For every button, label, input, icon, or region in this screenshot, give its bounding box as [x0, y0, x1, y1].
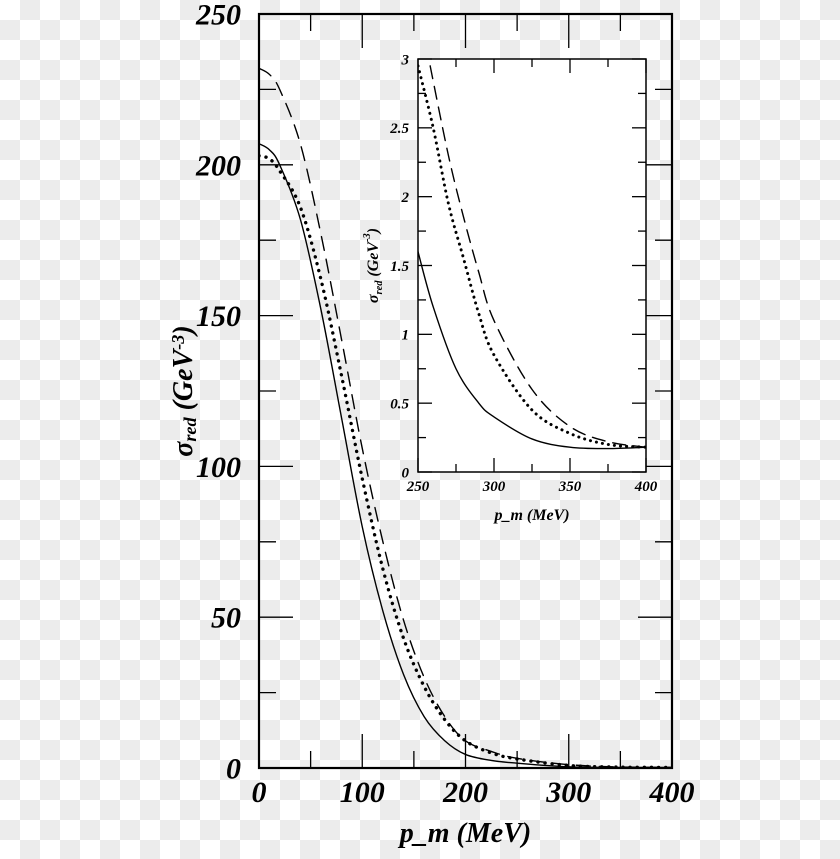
x-tick-label: 250: [406, 479, 430, 495]
series-dashed: [259, 67, 672, 768]
y-tick-label: 3: [401, 52, 410, 68]
y-axis-label: σred (GeV-3): [362, 228, 385, 303]
inset-chart: 250 300 350 400 0 0.5 1 1.5 2 2.5 3 p_m (MeV) σred (…: [362, 52, 658, 524]
x-tick-label: 300: [545, 776, 591, 809]
y-tick-label: 100: [196, 451, 241, 484]
x-tick-label: 200: [442, 776, 488, 809]
y-tick-label: 1: [402, 328, 410, 344]
series-dotted: [259, 154, 672, 768]
y-tick-label: 0: [402, 465, 410, 481]
plot-background: [418, 59, 646, 472]
main-chart: 0 100 200 300 400 0 50 100 150 200 250 p_m (MeV) σre…: [168, 0, 695, 849]
y-tick-label: 0: [226, 753, 241, 786]
plot-frame: [257, 12, 674, 770]
y-tick-label: 150: [196, 300, 241, 333]
series-dashed: [429, 65, 646, 448]
x-tick-label: 100: [340, 776, 385, 809]
x-axis-label: p_m (MeV): [398, 818, 531, 849]
y-tick-label: 0.5: [390, 396, 409, 412]
x-tick-label: 0: [252, 776, 267, 809]
y-tick-label: 1.5: [390, 259, 409, 275]
y-tick-label: 200: [195, 149, 241, 182]
x-tick-label: 350: [558, 479, 582, 495]
y-tick-label: 2: [401, 190, 410, 206]
y-tick-label: 2.5: [389, 121, 409, 137]
x-axis-label: p_m (MeV): [492, 507, 569, 524]
y-tick-label: 250: [195, 0, 241, 32]
series-solid: [259, 142, 672, 768]
x-tick-label: 300: [482, 479, 506, 495]
plot-frame: [417, 58, 647, 473]
y-tick-label: 50: [211, 602, 241, 635]
y-axis-label: σred (GeV-3): [168, 325, 200, 456]
x-tick-label: 400: [649, 776, 695, 809]
x-tick-label: 400: [634, 479, 658, 495]
series-solid: [418, 251, 646, 450]
